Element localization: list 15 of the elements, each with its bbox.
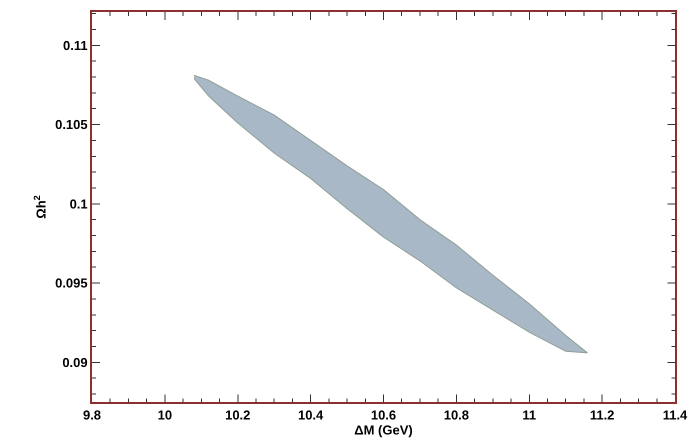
x-tick-label: 11.4 bbox=[662, 407, 688, 422]
y-tick-label: 0.09 bbox=[62, 354, 88, 370]
y-tick-label: 0.105 bbox=[55, 117, 88, 132]
y-tick-label: 0.095 bbox=[55, 276, 88, 291]
x-tick-label: 10.6 bbox=[370, 407, 396, 422]
x-axis-title: ΔM (GeV) bbox=[354, 422, 413, 438]
y-tick-label: 0.11 bbox=[63, 38, 88, 53]
x-tick-label: 10 bbox=[158, 407, 172, 422]
x-tick-label: 10.8 bbox=[444, 407, 470, 422]
x-tick-label: 10.4 bbox=[298, 407, 324, 422]
y-tick-label: 0.1 bbox=[70, 196, 88, 212]
x-tick-label: 10.2 bbox=[225, 407, 250, 422]
x-tick-label: 9.8 bbox=[82, 407, 102, 422]
x-tick-label: 11.2 bbox=[590, 407, 614, 422]
x-tick-label: 11 bbox=[522, 407, 536, 422]
